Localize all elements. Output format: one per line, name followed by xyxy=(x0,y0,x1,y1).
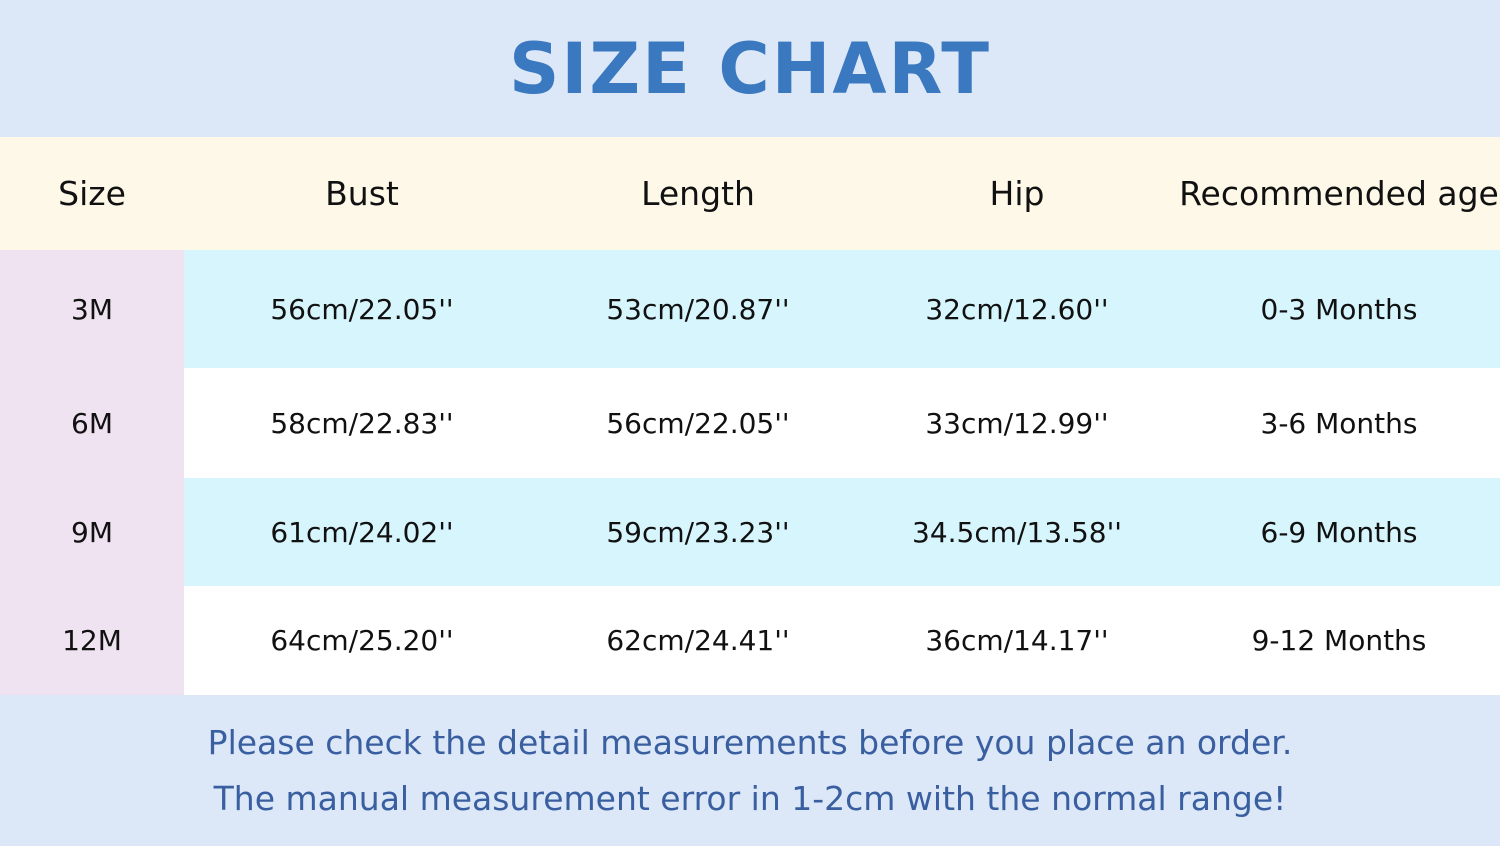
cell-size: 9M xyxy=(0,478,184,586)
cell-hip: 32cm/12.60'' xyxy=(925,292,1109,326)
footer-note: Please check the detail measurements bef… xyxy=(0,695,1500,846)
table-row: 3M 56cm/22.05'' 53cm/20.87'' 32cm/12.60'… xyxy=(0,250,1500,368)
cell-age: 3-6 Months xyxy=(1260,406,1418,440)
cell-length: 53cm/20.87'' xyxy=(606,292,790,326)
cell-size: 12M xyxy=(0,586,184,695)
table-row: 6M 58cm/22.83'' 56cm/22.05'' 33cm/12.99'… xyxy=(0,368,1500,478)
cell-bust: 56cm/22.05'' xyxy=(270,292,454,326)
cell-age: 0-3 Months xyxy=(1260,292,1418,326)
cell-size: 6M xyxy=(0,368,184,478)
cell-size: 3M xyxy=(0,250,184,368)
table-row: 12M 64cm/25.20'' 62cm/24.41'' 36cm/14.17… xyxy=(0,586,1500,695)
cell-age: 6-9 Months xyxy=(1260,515,1418,549)
cell-length: 62cm/24.41'' xyxy=(606,624,790,657)
header-hip: Hip xyxy=(989,174,1045,213)
table-row: 9M 61cm/24.02'' 59cm/23.23'' 34.5cm/13.5… xyxy=(0,478,1500,586)
header-recommended-age: Recommended age xyxy=(1179,174,1499,213)
header-length: Length xyxy=(641,174,755,213)
cell-bust: 64cm/25.20'' xyxy=(270,624,454,657)
cell-hip: 33cm/12.99'' xyxy=(925,406,1109,440)
header-size: Size xyxy=(58,174,126,213)
cell-hip: 34.5cm/13.58'' xyxy=(912,515,1122,549)
cell-length: 59cm/23.23'' xyxy=(606,515,790,549)
title-band: SIZE CHART xyxy=(0,0,1500,137)
cell-length: 56cm/22.05'' xyxy=(606,406,790,440)
page-title: SIZE CHART xyxy=(508,27,992,110)
cell-age: 9-12 Months xyxy=(1251,624,1427,657)
header-bust: Bust xyxy=(325,174,399,213)
cell-bust: 61cm/24.02'' xyxy=(270,515,454,549)
footer-line: The manual measurement error in 1-2cm wi… xyxy=(213,778,1287,818)
cell-hip: 36cm/14.17'' xyxy=(925,624,1109,657)
table-header: Size Bust Length Hip Recommended age xyxy=(0,137,1500,250)
cell-bust: 58cm/22.83'' xyxy=(270,406,454,440)
footer-line: Please check the detail measurements bef… xyxy=(207,722,1293,762)
